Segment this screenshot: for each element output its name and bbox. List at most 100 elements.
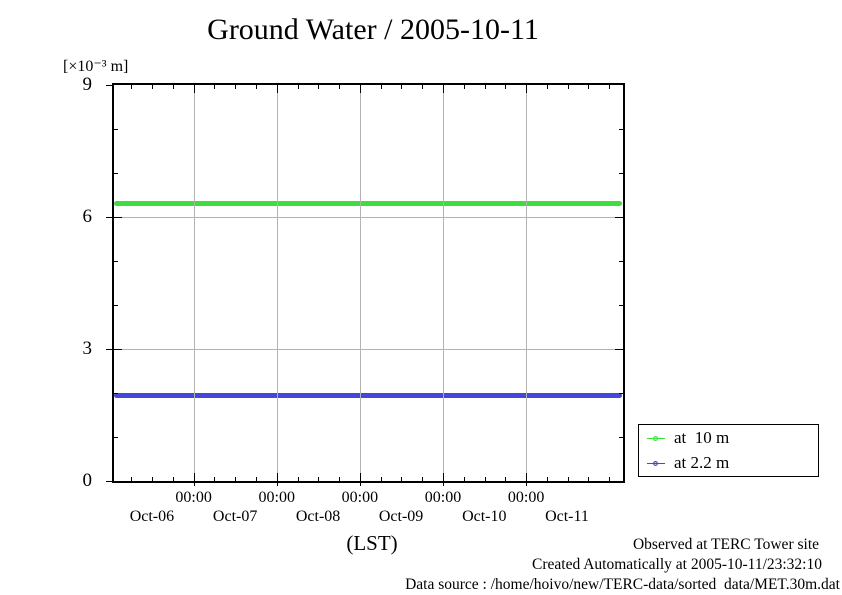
x-minor-tick	[505, 85, 507, 89]
x-axis-label: (LST)	[346, 531, 398, 555]
y-minor-tick	[619, 129, 623, 130]
legend-marker-line-dot-icon	[647, 435, 665, 442]
x-date-tick-label: Oct-06	[129, 508, 175, 525]
y-major-tick	[106, 348, 112, 350]
y-minor-tick	[619, 305, 623, 306]
x-minor-tick	[484, 85, 486, 89]
x-major-tick	[526, 473, 528, 486]
y-gridline	[114, 348, 623, 350]
x-minor-tick	[380, 85, 382, 89]
x-minor-tick	[422, 477, 424, 481]
y-minor-tick	[619, 173, 623, 174]
x-minor-tick	[546, 85, 548, 89]
chart-title: Ground Water / 2005-10-11	[207, 13, 539, 46]
y-minor-tick	[114, 261, 118, 262]
x-minor-tick	[484, 477, 486, 481]
legend-item-at-10m: at 10 m	[647, 426, 818, 451]
y-minor-tick	[619, 437, 623, 438]
y-minor-tick	[114, 173, 118, 174]
x-minor-tick	[339, 477, 341, 481]
y-minor-tick	[114, 129, 118, 130]
x-minor-tick	[588, 85, 590, 89]
x-minor-tick	[152, 85, 154, 89]
x-minor-tick	[609, 85, 611, 89]
x-minor-tick	[463, 477, 465, 481]
x-minor-tick	[235, 85, 237, 89]
x-minor-tick	[609, 477, 611, 481]
x-hour-tick-label: 00:00	[341, 489, 379, 506]
x-major-tick	[193, 85, 195, 93]
x-axis-date-labels: Oct-06 Oct-07 Oct-08 Oct-09 Oct-10 Oct-11	[114, 508, 623, 526]
plot-area	[106, 83, 625, 486]
x-minor-tick	[255, 477, 257, 481]
x-minor-tick	[401, 85, 403, 89]
x-minor-tick	[214, 85, 216, 89]
x-minor-tick	[214, 477, 216, 481]
series-line-at-10m	[114, 201, 622, 207]
y-major-tick	[114, 348, 122, 350]
x-minor-tick	[255, 85, 257, 89]
x-major-tick	[443, 85, 445, 93]
x-hour-tick-label: 00:00	[424, 489, 462, 506]
y-major-tick	[106, 481, 112, 482]
x-hour-tick-label: 00:00	[507, 489, 545, 506]
y-gridline	[114, 216, 623, 218]
x-minor-tick	[297, 85, 299, 89]
x-minor-tick	[422, 85, 424, 89]
x-minor-tick	[401, 477, 403, 481]
x-minor-tick	[546, 477, 548, 481]
footer-note-observed: Observed at TERC Tower site	[632, 536, 819, 553]
y-major-tick	[106, 216, 112, 218]
x-hour-tick-label: 00:00	[258, 489, 295, 506]
x-date-tick-label: Oct-07	[212, 508, 258, 525]
x-minor-tick	[131, 477, 133, 481]
x-minor-tick	[172, 85, 174, 89]
legend-label: at 10 m	[674, 428, 730, 447]
y-tick-label: 9	[82, 74, 93, 95]
y-minor-tick	[619, 261, 623, 262]
y-tick-label: 3	[82, 337, 93, 359]
x-date-tick-label: Oct-09	[378, 508, 424, 525]
x-axis-hour-labels: 00:00 00:00 00:00 00:00 00:00	[114, 489, 623, 507]
x-major-tick	[193, 473, 195, 486]
y-minor-tick	[114, 305, 118, 306]
x-minor-tick	[463, 85, 465, 89]
y-major-tick	[114, 216, 122, 218]
x-minor-tick	[318, 85, 320, 89]
series-line-at-2-2m	[114, 392, 622, 398]
x-major-tick	[443, 473, 445, 486]
legend-item-at-2-2m: at 2.2 m	[647, 451, 818, 476]
x-major-tick	[359, 85, 361, 93]
x-minor-tick	[297, 477, 299, 481]
x-minor-tick	[131, 85, 133, 89]
x-gridline	[276, 85, 278, 481]
footer-note-datasource: Data source : /home/hoivo/new/TERC-data/…	[405, 576, 840, 593]
y-minor-tick	[114, 393, 118, 394]
x-gridline	[526, 85, 528, 481]
footer-note-created: Created Automatically at 2005-10-11/23:3…	[532, 556, 822, 573]
x-minor-tick	[339, 85, 341, 89]
x-major-tick	[276, 85, 278, 93]
x-minor-tick	[567, 85, 569, 89]
x-minor-tick	[505, 477, 507, 481]
y-minor-tick	[619, 393, 623, 394]
x-gridline	[359, 85, 361, 481]
legend-label: at 2.2 m	[674, 453, 730, 472]
x-major-tick	[526, 85, 528, 93]
x-minor-tick	[588, 477, 590, 481]
x-major-tick	[276, 473, 278, 486]
x-minor-tick	[235, 477, 237, 481]
x-minor-tick	[318, 477, 320, 481]
y-axis-unit-label: [×10⁻³ m]	[63, 58, 129, 75]
legend-marker-line-dot-icon	[647, 460, 665, 467]
x-minor-tick	[567, 477, 569, 481]
x-date-tick-label: Oct-10	[462, 508, 507, 525]
legend: at 10 m at 2.2 m	[638, 424, 819, 477]
x-major-tick	[359, 473, 361, 486]
y-major-tick	[615, 348, 623, 350]
x-gridline	[193, 85, 195, 481]
x-minor-tick	[380, 477, 382, 481]
y-major-tick	[106, 85, 112, 86]
y-tick-label: 0	[82, 470, 93, 491]
x-gridline	[443, 85, 445, 481]
